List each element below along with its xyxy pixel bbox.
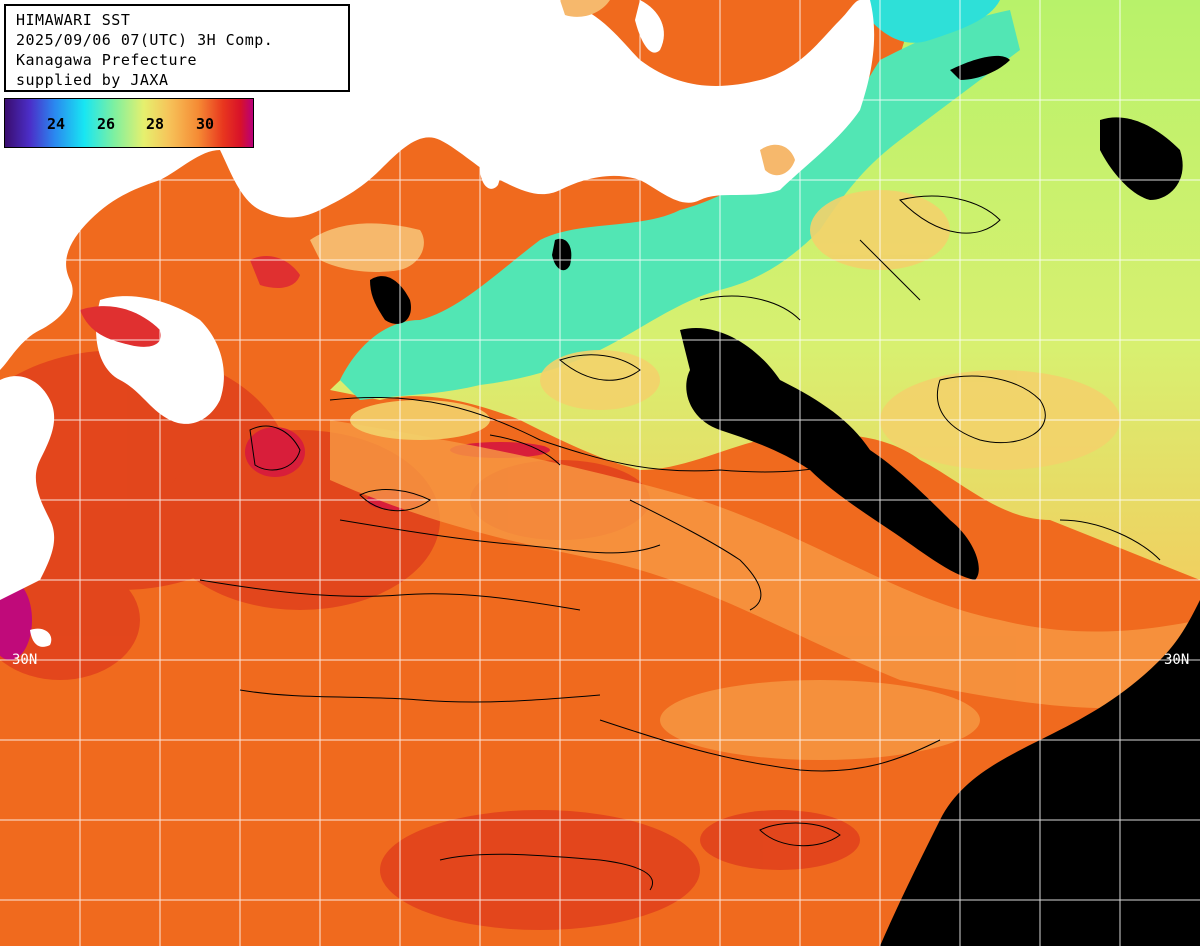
lat-label-left: 30N <box>12 652 38 668</box>
scale-tick-24: 24 <box>47 115 66 133</box>
color-scale: 24 26 28 30 <box>4 98 254 148</box>
cool-sea-coastal <box>340 10 1020 400</box>
scale-tick-30: 30 <box>196 115 215 133</box>
data-credit: supplied by JAXA <box>16 71 169 89</box>
scale-tick-26: 26 <box>97 115 116 133</box>
product-title: HIMAWARI SST <box>16 11 131 29</box>
cool-sea-cyan <box>860 0 1000 43</box>
timestamp: 2025/09/06 07(UTC) 3H Comp. <box>16 31 274 49</box>
info-panel: HIMAWARI SST 2025/09/06 07(UTC) 3H Comp.… <box>4 4 350 92</box>
organization: Kanagawa Prefecture <box>16 51 198 69</box>
isotherm-contours <box>199 195 1161 891</box>
lat-label-right: 30N <box>1164 652 1190 668</box>
lon-label-top: 135E <box>480 10 495 42</box>
coastal-warm-patches <box>80 255 300 347</box>
scale-tick-28: 28 <box>146 115 165 133</box>
